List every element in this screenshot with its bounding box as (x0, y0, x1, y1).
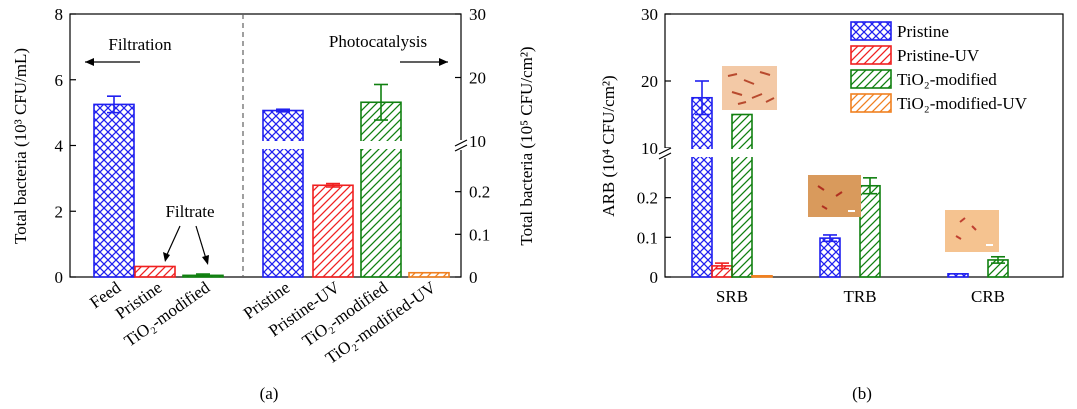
bar-break-gap-0 (262, 141, 304, 149)
arrow-photocatalysis (400, 58, 448, 66)
bar-break-gap-SRB-0 (691, 149, 713, 157)
chart-a-ylabel-right: Total bacteria (10⁵ CFU/cm²) (517, 46, 536, 245)
xlabel-TRB: TRB (843, 287, 876, 306)
bar-photocatalysis-2 (360, 101, 402, 278)
chart-b-tick-label: 0.2 (637, 189, 658, 208)
chart-a-left-tick-label: 6 (55, 71, 64, 90)
errorbar-filtration-2 (196, 273, 210, 278)
chart-b-tick-label: 30 (641, 5, 658, 24)
chart-a-right-tick-label: 20 (469, 69, 486, 88)
chart-b-axis-break (658, 147, 672, 160)
xlabel-SRB: SRB (716, 287, 748, 306)
chart-a-axis-break (454, 139, 468, 152)
chart-b-tick-label: 0.1 (637, 228, 658, 247)
chart-a-ylabel-left: Total bacteria (10³ CFU/mL) (11, 48, 30, 244)
legend-label-2: TiO₂-modified (897, 70, 997, 89)
chart-a-caption: (a) (260, 384, 279, 403)
micrograph-srb (722, 66, 777, 110)
bar-SRB-2 (731, 113, 753, 278)
legend-label-3: TiO₂-modified-UV (897, 94, 1028, 113)
errorbar-filtration-0 (107, 95, 121, 114)
bar-SRB-0 (691, 96, 713, 278)
errorbar-SRB-0 (695, 80, 709, 116)
legend-label-0: Pristine (897, 22, 949, 41)
bar-filtration-1 (134, 265, 176, 278)
bar-photocatalysis-0 (262, 109, 304, 278)
legend-swatch-1 (850, 45, 892, 65)
errorbar-photocatalysis-0 (276, 108, 290, 113)
bar-TRB-0 (819, 237, 841, 278)
annotation-filtration: Filtration (108, 35, 172, 54)
chart-a-right-tick-label: 30 (469, 5, 486, 24)
errorbar-photocatalysis-2 (374, 83, 388, 121)
annotation-filtrate: Filtrate (165, 202, 214, 221)
errorbar-photocatalysis-1 (326, 182, 340, 188)
chart-a-right-tick-label: 10 (469, 132, 486, 151)
errorbar-TRB-0 (823, 234, 837, 243)
bar-photocatalysis-1 (312, 184, 354, 278)
errorbar-TRB-2 (863, 177, 877, 195)
annotation-photocatalysis: Photocatalysis (329, 32, 427, 51)
bar-photocatalysis-3 (408, 271, 450, 278)
chart-a-left-tick-label: 8 (55, 5, 64, 24)
chart-b-ylabel: ARB (10⁴ CFU/cm²) (599, 75, 618, 216)
legend-swatch-3 (850, 93, 892, 113)
bar-SRB-3 (751, 275, 773, 278)
micrograph-crb (945, 210, 999, 252)
arrows-filtrate (163, 225, 209, 265)
arrow-filtration (85, 58, 140, 66)
chart-a-right-tick-label: 0 (469, 268, 478, 287)
chart-b-legend: Pristine Pristine-UV TiO₂-modified TiO₂-mod… (850, 21, 1028, 113)
chart-b-tick-label: 0 (650, 268, 659, 287)
chart-b: 0 0.1 0.2 10 20 30 SRB TRB CRB (599, 5, 1064, 403)
micrograph-trb (808, 175, 861, 217)
chart-a-left-tick-label: 0 (55, 268, 64, 287)
legend-label-1: Pristine-UV (897, 46, 980, 65)
bar-break-gap-SRB-2 (731, 149, 753, 157)
chart-a-left-tick-label: 4 (55, 137, 64, 156)
bar-break-gap-2 (360, 141, 402, 149)
legend-swatch-0 (850, 21, 892, 41)
bar-filtration-0 (93, 103, 135, 278)
errorbar-SRB-1 (715, 262, 729, 270)
chart-b-tick-label: 20 (641, 72, 658, 91)
bar-TRB-2 (859, 184, 881, 278)
chart-a-right-tick-label: 0.2 (469, 183, 490, 202)
errorbar-CRB-2 (991, 255, 1005, 264)
xlabel-CRB: CRB (971, 287, 1005, 306)
chart-a-right-tick-label: 0.1 (469, 225, 490, 244)
chart-b-caption: (b) (852, 384, 872, 403)
chart-a-left-tick-label: 2 (55, 202, 64, 221)
bar-CRB-0 (947, 273, 969, 278)
legend-swatch-2 (850, 69, 892, 89)
chart-b-tick-label: 10 (641, 139, 658, 158)
